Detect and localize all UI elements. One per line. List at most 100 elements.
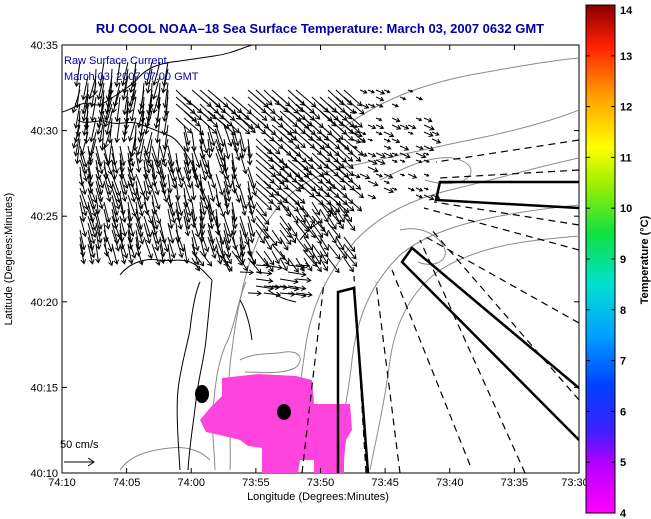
arrow-icon [120, 61, 129, 87]
arrow-icon [87, 236, 96, 259]
arrow-icon [375, 159, 386, 165]
arrow-icon [247, 187, 256, 210]
arrow-icon [119, 194, 126, 216]
arrow-icon [127, 215, 135, 238]
arrow-icon [287, 131, 306, 149]
arrow-icon [351, 145, 358, 149]
colorbar-tick-label: 8 [620, 305, 626, 317]
arrow-icon [383, 89, 391, 94]
arrow-icon [143, 236, 153, 260]
arrow-icon [239, 117, 256, 134]
arrow-icon [111, 187, 121, 210]
arrow-icon [191, 159, 199, 181]
x-tick-label: 73:45 [371, 477, 399, 489]
arrow-icon [231, 180, 241, 204]
arrow-icon [359, 152, 368, 157]
arrow-icon [199, 131, 209, 154]
arrow-icon [303, 250, 318, 268]
y-tick-label: 40:20 [30, 297, 58, 309]
arrow-icon [239, 257, 248, 272]
arrow-icon [103, 208, 111, 230]
arrow-icon [175, 201, 182, 223]
arrow-icon [375, 131, 383, 136]
arrow-icon [143, 222, 152, 245]
arrow-icon [71, 124, 81, 149]
arrow-icon [183, 243, 190, 264]
arrow-icon [263, 291, 282, 298]
arrow-icon [183, 166, 193, 189]
arrow-icon [287, 271, 307, 278]
arrow-icon [367, 159, 378, 165]
arrow-icon [114, 96, 121, 123]
arrow-icon [151, 222, 161, 245]
arrow-icon [111, 201, 119, 224]
arrow-icon [167, 208, 174, 230]
arrow-icon [255, 194, 273, 211]
arrow-icon [80, 131, 89, 156]
arrow-icon [215, 131, 224, 154]
arrow-icon [327, 222, 341, 239]
arrow-icon [215, 173, 225, 196]
y-tick-label: 40:10 [30, 468, 58, 480]
arrow-icon [423, 194, 435, 201]
arrow-icon [391, 152, 399, 157]
arrow-icon [367, 138, 373, 142]
arrow-icon [127, 194, 137, 218]
arrow-icon [87, 159, 94, 181]
arrow-icon [153, 103, 161, 129]
arrow-icon [159, 243, 166, 265]
arrow-icon [279, 250, 290, 266]
arrow-icon [311, 222, 324, 239]
arrow-icon [223, 250, 232, 265]
arrow-icon [327, 173, 347, 191]
arrow-icon [431, 138, 442, 144]
arrow-icon [343, 96, 365, 115]
sst-patch [200, 374, 352, 473]
arrow-icon [223, 187, 230, 209]
arrow-icon [73, 103, 81, 129]
arrow-icon [335, 243, 347, 259]
arrow-icon [87, 222, 96, 245]
arrow-icon [159, 145, 168, 168]
arrow-icon [223, 236, 232, 259]
arrow-icon [191, 250, 205, 267]
arrow-icon [383, 173, 394, 179]
arrow-icon [279, 215, 291, 231]
arrow-icon [103, 103, 113, 128]
current-vectors [71, 61, 442, 299]
arrow-icon [175, 89, 192, 106]
colorbar-tick-label: 14 [620, 5, 633, 17]
arrow-icon [271, 229, 283, 245]
arrow-icon [343, 173, 362, 190]
arrow-icon [175, 166, 184, 189]
arrow-icon [375, 96, 385, 102]
arrow-icon [391, 138, 401, 144]
arrow-icon [127, 145, 135, 168]
arrow-icon [127, 180, 136, 203]
x-tick-label: 73:50 [307, 477, 335, 489]
station-dot-icon [277, 404, 291, 420]
arrow-icon [367, 194, 377, 200]
arrow-icon [375, 117, 383, 122]
arrow-icon [167, 236, 176, 259]
arrow-icon [383, 152, 394, 158]
arrow-icon [96, 110, 105, 135]
y-axis-ticks: 40:35 40:30 40:25 40:20 40:15 40:10 [30, 40, 579, 480]
arrow-icon [183, 131, 190, 153]
arrow-icon [319, 257, 328, 272]
arrow-icon [279, 236, 289, 251]
arrow-icon [287, 229, 296, 244]
y-tick-label: 40:30 [30, 126, 58, 138]
arrow-icon [311, 194, 334, 213]
arrow-icon [255, 201, 267, 217]
arrow-icon [151, 208, 159, 230]
arrow-icon [223, 257, 233, 272]
arrow-icon [271, 243, 286, 261]
arrow-icon [87, 194, 97, 218]
colorbar-tick-label: 4 [620, 508, 627, 519]
arrow-icon [175, 236, 184, 259]
arrow-icon [191, 257, 200, 272]
arrow-icon [367, 152, 377, 158]
arrow-icon [206, 138, 213, 159]
arrow-icon [159, 180, 169, 203]
